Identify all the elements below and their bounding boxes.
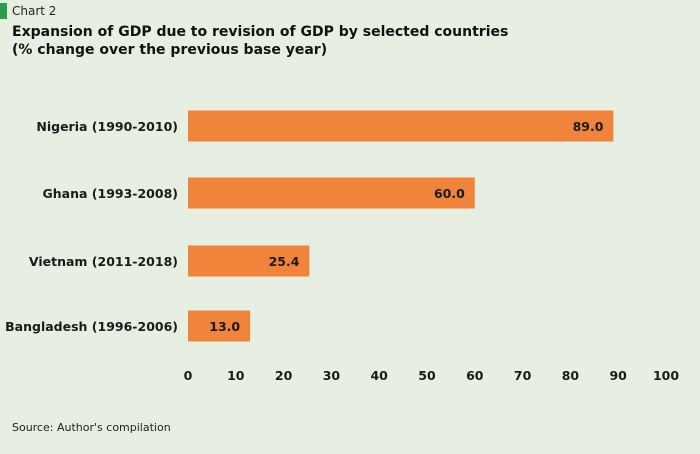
x-tick-label: 20 [275,368,293,383]
accent-bar [0,3,7,19]
x-tick-label: 40 [370,368,388,383]
bar [188,110,614,142]
x-tick-label: 70 [514,368,532,383]
category-label: Bangladesh (1996-2006) [5,319,178,334]
data-label: 25.4 [269,254,300,269]
x-tick-label: 90 [609,368,627,383]
category-label: Vietnam (2011-2018) [29,254,178,269]
chart-number-label: Chart 2 [12,4,57,18]
bar [188,310,251,342]
chart-title: Expansion of GDP due to revision of GDP … [12,24,509,40]
data-label: 13.0 [209,319,240,334]
bar [188,177,475,209]
x-tick-label: 80 [562,368,580,383]
data-label: 60.0 [434,186,465,201]
category-label: Ghana (1993-2008) [43,186,178,201]
source-note: Source: Author's compilation [12,421,171,434]
x-tick-label: 100 [653,368,679,383]
x-tick-label: 0 [184,368,193,383]
x-tick-label: 60 [466,368,484,383]
category-label: Nigeria (1990-2010) [36,119,178,134]
bar [188,245,310,277]
chart-subtitle: (% change over the previous base year) [12,42,328,58]
x-tick-label: 30 [323,368,341,383]
x-tick-label: 10 [227,368,245,383]
x-tick-label: 50 [418,368,436,383]
data-label: 89.0 [573,119,604,134]
